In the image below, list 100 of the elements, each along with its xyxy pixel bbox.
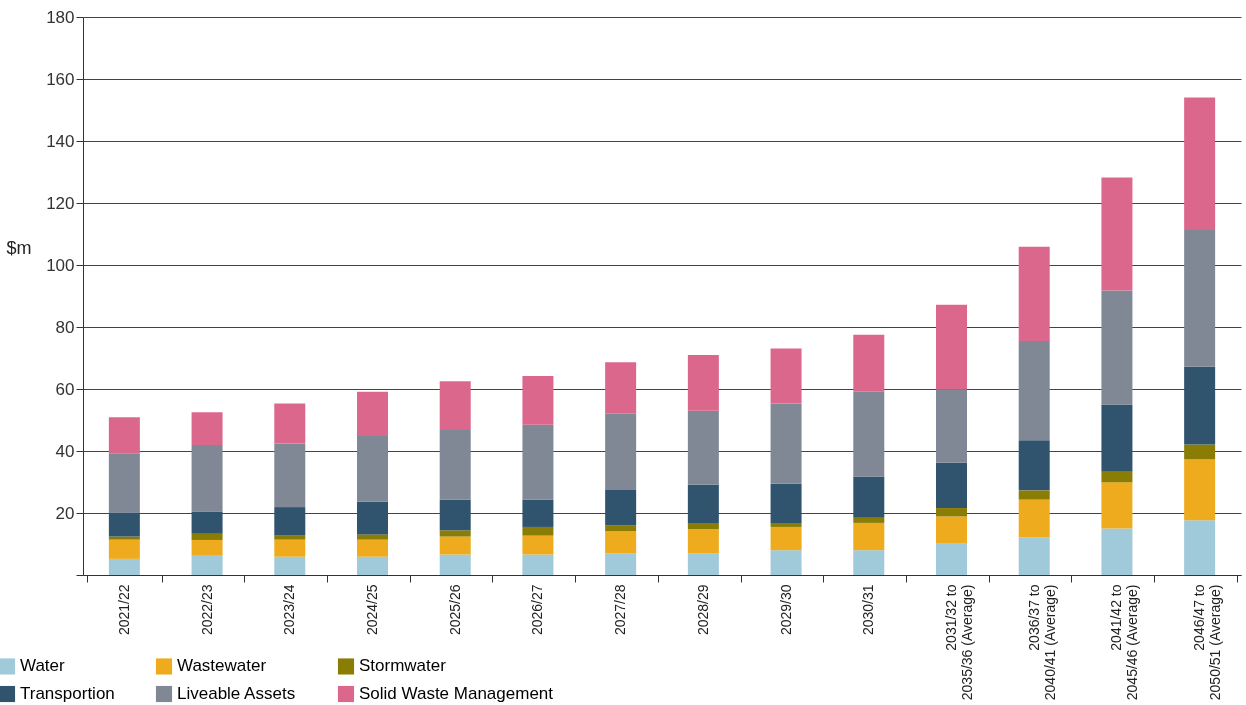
bar	[1018, 499, 1050, 538]
bar	[357, 436, 388, 502]
bar	[1184, 459, 1216, 521]
bar	[439, 554, 471, 575]
bar	[1184, 229, 1216, 367]
bar	[191, 539, 223, 556]
bar	[770, 483, 802, 523]
bar	[1018, 537, 1050, 575]
bar	[439, 381, 471, 430]
bar	[108, 536, 140, 540]
bar	[1018, 246, 1050, 341]
y-tick-label: 160	[46, 69, 75, 89]
bar	[1184, 366, 1216, 445]
bar	[770, 403, 802, 484]
bar	[770, 550, 802, 575]
bar	[687, 522, 719, 530]
bar	[439, 499, 471, 531]
bar	[1101, 290, 1133, 405]
x-tick-label: 2046/47 to 2050/51 (Average)	[1191, 584, 1224, 701]
y-tick-label: 40	[55, 441, 75, 461]
bar	[357, 391, 388, 437]
bar	[936, 462, 967, 509]
bar	[274, 556, 306, 575]
bar	[605, 490, 637, 526]
bar	[1184, 520, 1216, 575]
bar	[936, 508, 967, 517]
bar	[357, 539, 388, 557]
bar	[357, 501, 388, 535]
x-tick-label: 2024/25	[364, 584, 380, 636]
y-tick-label: 120	[46, 193, 75, 213]
x-tick-label: 2031/32 to 2035/36 (Average)	[943, 584, 975, 701]
x-tick-label: 2021/22	[115, 584, 132, 636]
bar	[108, 558, 140, 575]
y-tick-label: 20	[55, 503, 75, 523]
bar	[357, 534, 388, 540]
bar	[853, 334, 885, 392]
bar	[687, 484, 719, 523]
bar	[1101, 177, 1133, 291]
bar	[1018, 340, 1050, 441]
x-tick-label: 2023/24	[281, 584, 298, 636]
y-tick-label: 180	[46, 7, 75, 27]
legend-label: Water	[20, 656, 66, 676]
y-tick-label: 100	[46, 255, 75, 275]
bar	[1101, 482, 1133, 529]
bar	[357, 556, 388, 575]
bar	[1018, 490, 1050, 500]
legend-label: Transportion	[20, 684, 115, 703]
legend-label: Solid Waste Management	[359, 684, 554, 703]
bar	[1101, 404, 1133, 472]
x-tick-label: 2025/26	[446, 584, 463, 636]
bar	[853, 517, 885, 523]
bar	[605, 525, 637, 532]
x-tick-label: 2026/27	[529, 584, 546, 636]
bar	[108, 539, 140, 559]
bar	[1184, 444, 1216, 460]
x-tick-label: 2029/30	[777, 584, 794, 636]
bar	[522, 424, 554, 500]
bar	[770, 526, 802, 551]
bar	[191, 533, 223, 540]
bar	[522, 499, 554, 527]
bar	[687, 354, 719, 411]
bar	[936, 543, 967, 575]
bar	[853, 550, 885, 575]
bar	[853, 522, 885, 551]
x-tick-label: 2036/37 to 2040/41 (Average)	[1025, 584, 1058, 701]
bar	[274, 539, 306, 557]
bar	[108, 512, 140, 537]
legend-label: Wastewater	[177, 656, 267, 676]
bar	[191, 555, 223, 575]
bar	[605, 362, 637, 414]
bar	[439, 530, 471, 537]
y-tick-label: 140	[46, 131, 75, 151]
x-tick-label: 2027/28	[612, 584, 629, 636]
bar	[687, 410, 719, 485]
bar	[191, 412, 223, 446]
bar	[274, 403, 306, 444]
y-tick-label: 60	[55, 379, 75, 399]
bar	[853, 476, 885, 518]
y-tick-label: 80	[55, 317, 75, 337]
legend-label: Liveable Assets	[177, 684, 296, 703]
bar	[687, 529, 719, 554]
x-tick-label: 2030/31	[860, 584, 877, 636]
bar	[853, 391, 885, 477]
x-tick-label: 2022/23	[198, 584, 215, 636]
x-tick-label: 2041/42 to 2045/46 (Average)	[1108, 584, 1141, 701]
bar	[522, 554, 554, 575]
bar	[770, 348, 802, 404]
bar	[605, 413, 637, 491]
bar	[936, 516, 967, 544]
bar	[605, 553, 637, 575]
bar	[439, 536, 471, 555]
bar	[605, 531, 637, 554]
bar	[522, 375, 554, 425]
bar	[274, 507, 306, 536]
bar	[687, 553, 719, 575]
bar	[191, 511, 223, 534]
bar	[274, 535, 306, 540]
bar	[1018, 440, 1050, 491]
bar	[191, 445, 223, 512]
legend-label: Stormwater	[359, 656, 447, 676]
